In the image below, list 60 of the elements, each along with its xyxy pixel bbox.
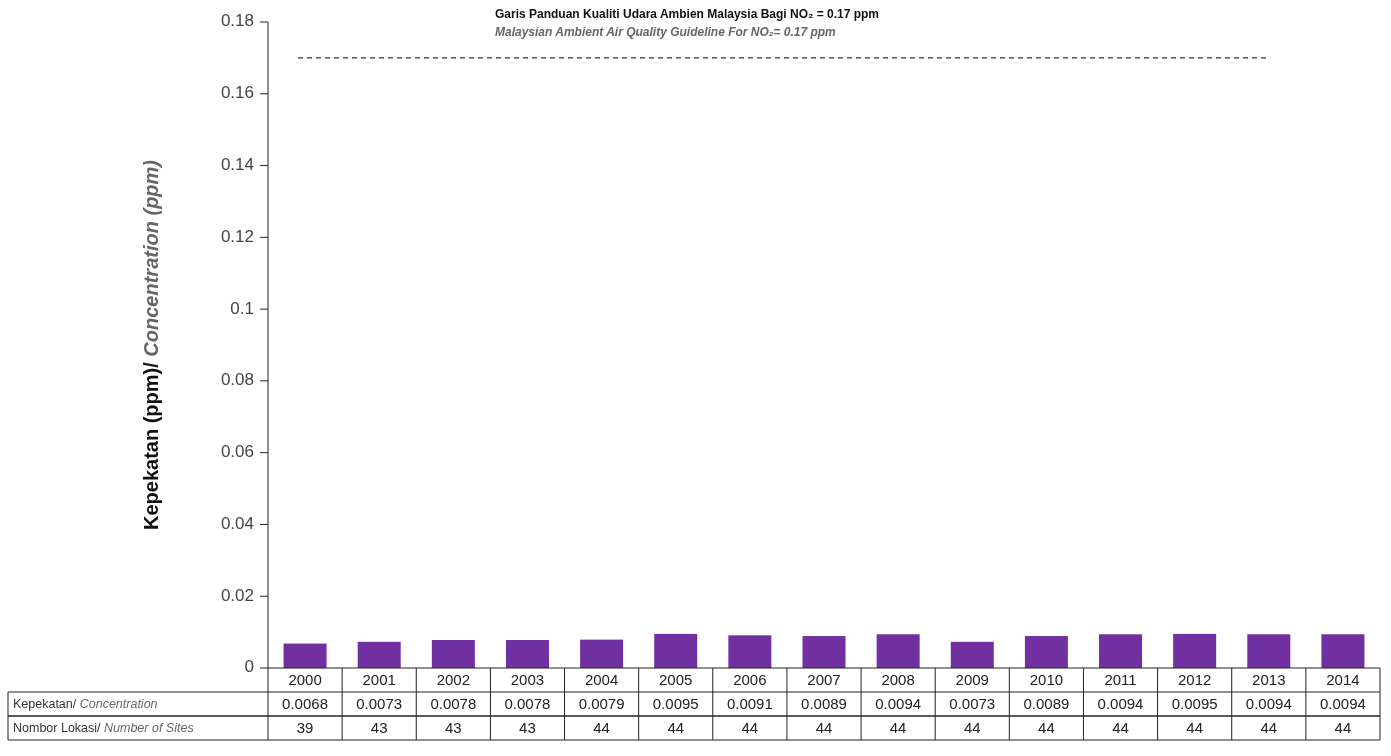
text: Kepekatan/ Concentration xyxy=(13,697,158,712)
x-tick-label: 2002 xyxy=(436,670,471,688)
data-label: 0.0078 xyxy=(430,694,477,712)
x-tick-label: 2003 xyxy=(510,670,545,688)
text: 44 xyxy=(889,718,907,736)
y-tick-label: 0.16 xyxy=(220,83,254,103)
ref-line-label: Garis Panduan Kualiti Udara Ambien Malaysia Bagi NO₂ = 0.17 ppm xyxy=(495,6,879,21)
data-label: 0.0095 xyxy=(652,694,699,712)
x-tick-label: 2004 xyxy=(584,670,619,688)
y-tick-label: 0.06 xyxy=(220,442,254,462)
x-tick-label: 2014 xyxy=(1326,670,1360,688)
text: 44 xyxy=(741,718,759,736)
y-axis-title: Kepekatan (ppm)/ Concentration (ppm) xyxy=(140,159,162,531)
data-label: 0.0094 xyxy=(1245,694,1292,712)
x-tick-label: 2011 xyxy=(1104,670,1137,688)
x-tick-label: 2007 xyxy=(807,670,841,688)
data-label: 0.0091 xyxy=(726,694,773,712)
y-tick-label: 0.12 xyxy=(220,226,254,246)
y-tick-label: 0 xyxy=(244,657,254,677)
data-label: 0.0095 xyxy=(1171,694,1218,712)
x-tick-label: 2005 xyxy=(659,670,693,688)
text: 44 xyxy=(815,718,833,736)
data-label: 0.0078 xyxy=(504,694,551,712)
x-tick-label: 2006 xyxy=(733,670,767,688)
text: 44 xyxy=(1112,718,1129,736)
x-tick-label: 2001 xyxy=(362,670,396,688)
data-label: 0.0079 xyxy=(578,694,625,712)
y-tick-label: 0.18 xyxy=(220,11,254,31)
text: 44 xyxy=(593,718,610,736)
data-label: 0.0089 xyxy=(801,694,847,712)
text: 44 xyxy=(1038,718,1055,736)
text: 44 xyxy=(1334,718,1352,736)
text: 44 xyxy=(667,718,685,736)
x-tick-label: 2000 xyxy=(288,670,322,688)
text: 43 xyxy=(370,718,388,736)
x-tick-label: 2009 xyxy=(955,670,989,688)
data-label: 0.0073 xyxy=(949,694,996,712)
data-label: 0.0094 xyxy=(875,694,922,712)
annotation: Malaysian Ambient Air Quality Guideline For NO₂= 0.17 ppm xyxy=(495,24,837,39)
data-label: 0.0089 xyxy=(1023,694,1070,712)
text: 44 xyxy=(963,718,981,736)
y-tick-label: 0.14 xyxy=(220,155,254,175)
data-label: 0.0073 xyxy=(356,694,403,712)
x-tick-label: 2010 xyxy=(1029,670,1064,688)
x-tick-label: 2012 xyxy=(1177,670,1212,688)
text: 44 xyxy=(1260,718,1278,736)
text: 39 xyxy=(296,718,314,736)
text: 43 xyxy=(519,718,536,736)
data-label: 0.0068 xyxy=(282,694,329,712)
data-label: 0.0094 xyxy=(1097,694,1144,712)
y-tick-label: 0.08 xyxy=(220,370,254,390)
data-label: 0.0094 xyxy=(1319,694,1366,712)
y-tick-label: 0.04 xyxy=(220,513,254,533)
text: 44 xyxy=(1186,718,1204,736)
y-tick-label: 0.1 xyxy=(230,298,254,318)
text: 43 xyxy=(444,718,462,736)
x-tick-label: 2013 xyxy=(1252,670,1286,688)
x-tick-label: 2008 xyxy=(881,670,915,688)
text: Nombor Lokasi/ Number of Sites xyxy=(13,721,194,736)
y-tick-label: 0.02 xyxy=(220,585,254,605)
